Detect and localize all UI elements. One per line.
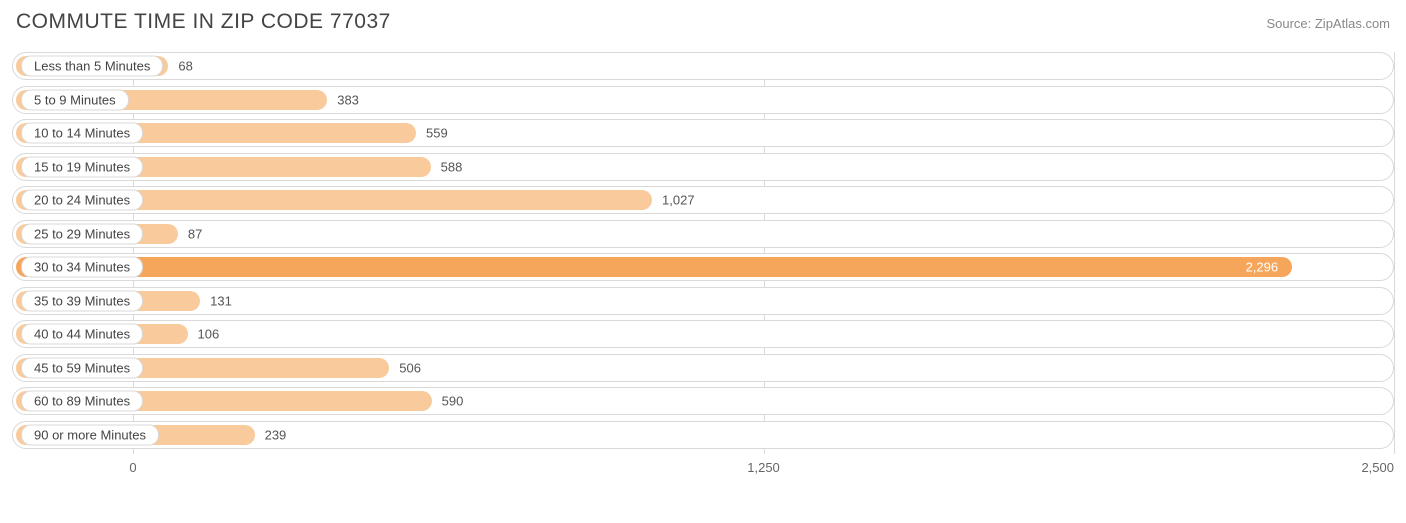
axis-tick: 0 <box>129 460 136 475</box>
category-label: Less than 5 Minutes <box>21 56 163 77</box>
value-label: 1,027 <box>662 193 695 208</box>
chart-title: COMMUTE TIME IN ZIP CODE 77037 <box>16 10 391 34</box>
axis-tick: 1,250 <box>747 460 780 475</box>
value-label: 87 <box>188 226 202 241</box>
bar-row: 5 to 9 Minutes 383 <box>12 86 1394 114</box>
category-label: 10 to 14 Minutes <box>21 123 143 144</box>
category-label: 5 to 9 Minutes <box>21 89 129 110</box>
category-label: 30 to 34 Minutes <box>21 257 143 278</box>
category-label: 45 to 59 Minutes <box>21 357 143 378</box>
value-label: 559 <box>426 126 448 141</box>
category-label: 20 to 24 Minutes <box>21 190 143 211</box>
category-label: 35 to 39 Minutes <box>21 290 143 311</box>
chart-source: Source: ZipAtlas.com <box>1266 16 1390 31</box>
chart-rows: Less than 5 Minutes 68 5 to 9 Minutes 383 10… <box>12 52 1394 449</box>
bar-chart: Less than 5 Minutes 68 5 to 9 Minutes 383 10… <box>12 52 1394 484</box>
value-label: 506 <box>399 360 421 375</box>
value-label: 590 <box>442 394 464 409</box>
category-label: 90 or more Minutes <box>21 424 159 445</box>
category-label: 40 to 44 Minutes <box>21 324 143 345</box>
category-label: 60 to 89 Minutes <box>21 391 143 412</box>
bar-row: 60 to 89 Minutes 590 <box>12 387 1394 415</box>
category-label: 25 to 29 Minutes <box>21 223 143 244</box>
bar-row: 30 to 34 Minutes 2,296 <box>12 253 1394 281</box>
value-label: 131 <box>210 293 232 308</box>
value-label: 106 <box>198 327 220 342</box>
bar-row: 45 to 59 Minutes 506 <box>12 354 1394 382</box>
axis-tick: 2,500 <box>1361 460 1394 475</box>
bar-row: 35 to 39 Minutes 131 <box>12 287 1394 315</box>
value-label: 2,296 <box>1246 260 1279 275</box>
value-label: 239 <box>265 427 287 442</box>
bar <box>16 257 1292 277</box>
value-label: 383 <box>337 92 359 107</box>
category-label: 15 to 19 Minutes <box>21 156 143 177</box>
bar-row: 10 to 14 Minutes 559 <box>12 119 1394 147</box>
bar-row: 15 to 19 Minutes 588 <box>12 153 1394 181</box>
value-label: 588 <box>441 159 463 174</box>
bar-row: Less than 5 Minutes 68 <box>12 52 1394 80</box>
gridline <box>1394 52 1395 454</box>
bar-row: 20 to 24 Minutes 1,027 <box>12 186 1394 214</box>
bar-row: 90 or more Minutes 239 <box>12 421 1394 449</box>
chart-header: COMMUTE TIME IN ZIP CODE 77037 Source: Z… <box>12 10 1394 34</box>
bar-row: 25 to 29 Minutes 87 <box>12 220 1394 248</box>
value-label: 68 <box>178 59 192 74</box>
x-axis: 0 1,250 2,500 <box>12 454 1394 484</box>
bar-row: 40 to 44 Minutes 106 <box>12 320 1394 348</box>
